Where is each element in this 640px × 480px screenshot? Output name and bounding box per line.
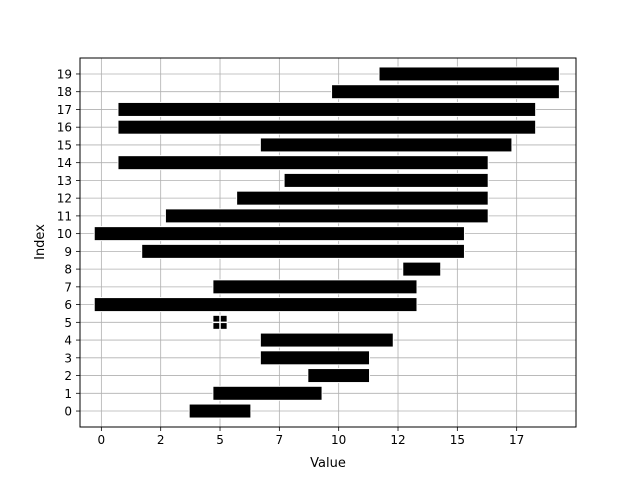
bar-19: [378, 66, 560, 82]
x-axis-ticks: 0 2 5 7 10 12 15 17: [98, 427, 524, 447]
bar-9: [141, 243, 465, 259]
x-tick-label: 0: [98, 433, 106, 447]
x-tick-label: 12: [390, 433, 405, 447]
y-tick-label: 19: [57, 67, 72, 81]
y-tick-label: 15: [57, 138, 72, 152]
y-tick-label: 1: [64, 387, 72, 401]
y-tick-label: 9: [64, 245, 72, 259]
y-tick-label: 4: [64, 334, 72, 348]
y-tick-label: 7: [64, 280, 72, 294]
y-tick-label: 11: [57, 209, 72, 223]
bar-2: [307, 368, 371, 384]
bar-13: [283, 172, 489, 188]
y-tick-label: 17: [57, 103, 72, 117]
y-tick-label: 10: [57, 227, 72, 241]
y-tick-label: 2: [64, 369, 72, 383]
bar-0: [188, 403, 252, 419]
bar-7: [212, 279, 418, 295]
bar-6: [93, 297, 418, 313]
y-tick-label: 12: [57, 192, 72, 206]
y-tick-label: 14: [57, 156, 72, 170]
x-axis-label: Value: [310, 456, 346, 471]
bar-14: [117, 155, 489, 171]
plot-frame: [79, 57, 577, 428]
x-tick-label: 10: [331, 433, 346, 447]
bar-11: [164, 208, 489, 224]
y-axis-label: Index: [33, 224, 48, 260]
bar-1: [212, 385, 323, 401]
x-tick-label: 7: [276, 433, 284, 447]
y-tick-label: 3: [64, 351, 72, 365]
bar-4: [259, 332, 394, 348]
x-tick-label: 15: [450, 433, 465, 447]
x-tick-label: 17: [509, 433, 524, 447]
y-tick-label: 0: [64, 405, 72, 419]
bar-15: [259, 137, 513, 153]
y-tick-label: 13: [57, 174, 72, 188]
bar-18: [331, 84, 560, 100]
y-tick-label: 16: [57, 121, 72, 135]
y-tick-label: 5: [64, 316, 72, 330]
bar-3: [259, 350, 371, 366]
bar-12: [236, 190, 489, 206]
x-tick-label: 2: [157, 433, 165, 447]
y-tick-label: 18: [57, 85, 72, 99]
y-tick-label: 8: [64, 263, 72, 277]
y-tick-label: 6: [64, 298, 72, 312]
bars: [93, 66, 560, 419]
plot-background: [80, 58, 576, 427]
bar-8: [402, 261, 442, 277]
bar-16: [117, 119, 537, 135]
x-tick-label: 5: [216, 433, 224, 447]
bar-10: [93, 226, 465, 242]
bar-17: [117, 101, 537, 117]
